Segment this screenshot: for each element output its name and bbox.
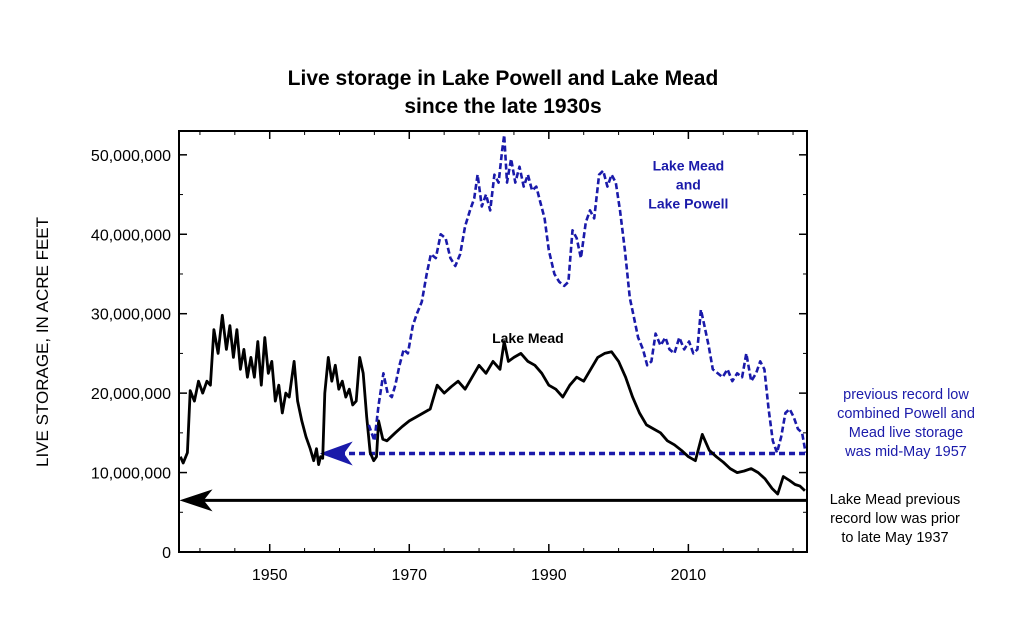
series-label-lake-mead-and-lake-powell-line-3: Lake Powell: [648, 196, 728, 212]
y-tick-label-1: 10,000,000: [91, 466, 171, 483]
x-tick-label-0: 1950: [252, 567, 288, 584]
arrowhead-lake-mead-previous-record-low: [179, 489, 213, 512]
y-tick-label-3: 30,000,000: [91, 307, 171, 324]
annotation-combined-line-2: combined Powell and: [837, 406, 975, 422]
annotation-combined-line-4: was mid-May 1957: [844, 444, 967, 460]
annotation-mead-line-3: to late May 1937: [841, 530, 948, 546]
series-labels-layer: Lake Mead and Lake Powell Lake Mead: [492, 158, 728, 346]
x-tick-label-2: 1990: [531, 567, 567, 584]
y-axis-label: LIVE STORAGE, IN ACRE FEET: [33, 217, 52, 467]
y-tick-label-4: 40,000,000: [91, 227, 171, 244]
y-tick-label-5: 50,000,000: [91, 148, 171, 165]
annotation-mead-line-2: record low was prior: [830, 511, 960, 527]
annotation-mead-line-1: Lake Mead previous: [830, 492, 961, 508]
series-layer: [179, 133, 807, 496]
y-tick-label-2: 20,000,000: [91, 386, 171, 403]
reference-lines-layer: [179, 441, 807, 512]
x-tick-label-1: 1970: [391, 567, 427, 584]
chart-title-line-2: since the late 1930s: [404, 95, 601, 118]
annotation-combined-line-1: previous record low: [843, 387, 969, 403]
series-line-lake-mead-and-lake-powell: [367, 133, 807, 455]
series-label-lake-mead-and-lake-powell-line-1: Lake Mead: [653, 158, 725, 174]
ticks-layer: 0 10,000,000 20,000,000 30,000,000 40,000,00…: [91, 131, 807, 584]
y-tick-label-0: 0: [162, 545, 171, 562]
series-label-lake-mead-and-lake-powell-line-2: and: [676, 177, 701, 193]
annotation-mead-record-low: Lake Mead previous record low was prior …: [830, 492, 961, 546]
chart-title-line-1: Live storage in Lake Powell and Lake Mea…: [288, 67, 719, 90]
plot-frame: [178, 130, 808, 553]
series-label-lake-mead-line-1: Lake Mead: [492, 330, 564, 346]
annotation-combined-record-low: previous record low combined Powell and …: [837, 387, 975, 460]
x-tick-label-3: 2010: [671, 567, 707, 584]
series-line-lake-mead: [179, 313, 806, 496]
arrowhead-previous-record-low-combined: [319, 441, 353, 466]
annotation-combined-line-3: Mead live storage: [849, 425, 963, 441]
